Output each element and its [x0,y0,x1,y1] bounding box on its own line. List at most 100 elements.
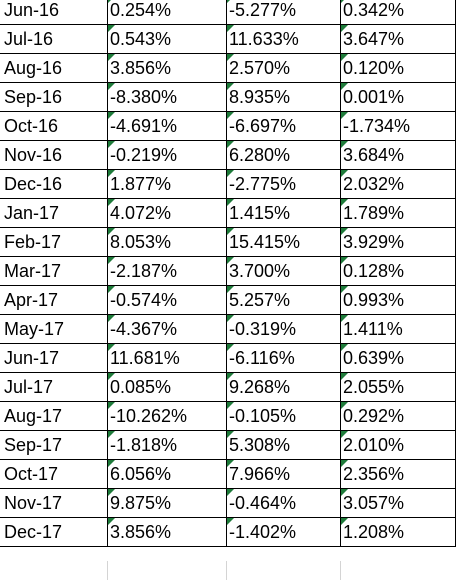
month-cell[interactable]: Nov-17 [0,489,107,518]
table-row: Aug-16 3.856% 2.570% 0.120% [0,54,456,83]
value-cell-col-3[interactable]: -1.734% [340,112,456,141]
value-cell-col-3[interactable]: 3.684% [340,141,456,170]
empty-cell-divider [340,561,341,580]
text-number-indicator-icon [341,518,348,525]
value-cell-col-1[interactable]: 1.877% [107,170,226,199]
value-cell-col-3[interactable]: 1.411% [340,315,456,344]
value-cell-col-2[interactable]: 3.700% [226,257,340,286]
text-number-indicator-icon [341,112,348,119]
value-cell-col-1[interactable]: 8.053% [107,228,226,257]
month-cell[interactable]: Apr-17 [0,286,107,315]
value-cell-col-3[interactable]: 1.789% [340,199,456,228]
value-cell-col-1[interactable]: 3.856% [107,518,226,547]
value-cell-col-3[interactable]: 3.647% [340,25,456,54]
value-cell-col-2[interactable]: -0.464% [226,489,340,518]
month-cell[interactable]: Jul-17 [0,373,107,402]
text-number-indicator-icon [108,315,115,322]
value-cell-col-3[interactable]: 2.055% [340,373,456,402]
value-cell-col-1[interactable]: 3.856% [107,54,226,83]
value-cell-col-2[interactable]: 5.308% [226,431,340,460]
value-cell-col-1[interactable]: -2.187% [107,257,226,286]
text-number-indicator-icon [341,315,348,322]
month-cell[interactable]: May-17 [0,315,107,344]
month-cell[interactable]: Aug-17 [0,402,107,431]
value-cell-col-2[interactable]: -1.402% [226,518,340,547]
value-cell-col-2[interactable]: 9.268% [226,373,340,402]
value-cell-col-2[interactable]: -2.775% [226,170,340,199]
text-number-indicator-icon [341,83,348,90]
month-cell[interactable]: Aug-16 [0,54,107,83]
month-cell[interactable]: Jan-17 [0,199,107,228]
value-cell-col-3[interactable]: 2.010% [340,431,456,460]
value-cell-col-2[interactable]: -6.697% [226,112,340,141]
value-cell-col-1[interactable]: -10.262% [107,402,226,431]
table-row: Jul-17 0.085% 9.268% 2.055% [0,373,456,402]
month-cell[interactable]: Sep-17 [0,431,107,460]
table-row: Nov-16 -0.219% 6.280% 3.684% [0,141,456,170]
text-number-indicator-icon [108,518,115,525]
month-cell[interactable]: Oct-17 [0,460,107,489]
value-cell-col-2[interactable]: -6.116% [226,344,340,373]
value-cell-col-1[interactable]: -8.380% [107,83,226,112]
value-cell-col-1[interactable]: -0.574% [107,286,226,315]
text-number-indicator-icon [108,257,115,264]
value-cell-col-2[interactable]: 5.257% [226,286,340,315]
value-cell-col-1[interactable]: -1.818% [107,431,226,460]
value-cell-col-1[interactable]: -4.691% [107,112,226,141]
month-cell[interactable]: Jul-16 [0,25,107,54]
text-number-indicator-icon [341,373,348,380]
value-cell-col-1[interactable]: 9.875% [107,489,226,518]
value-cell-col-3[interactable]: 0.342% [340,0,456,25]
value-cell-col-3[interactable]: 3.057% [340,489,456,518]
value-cell-col-3[interactable]: 0.292% [340,402,456,431]
value-cell-col-2[interactable]: 1.415% [226,199,340,228]
month-cell[interactable]: Jun-16 [0,0,107,25]
value-cell-col-3[interactable]: 0.993% [340,286,456,315]
month-cell[interactable]: Dec-16 [0,170,107,199]
month-cell[interactable]: Oct-16 [0,112,107,141]
value-cell-col-3[interactable]: 0.001% [340,83,456,112]
table-row: Dec-17 3.856% -1.402% 1.208% [0,518,456,547]
value-cell-col-3[interactable]: 2.032% [340,170,456,199]
value-cell-col-2[interactable]: -5.277% [226,0,340,25]
value-cell-col-1[interactable]: 0.254% [107,0,226,25]
value-cell-col-1[interactable]: 11.681% [107,344,226,373]
value-cell-col-3[interactable]: 2.356% [340,460,456,489]
value-cell-col-2[interactable]: -0.105% [226,402,340,431]
text-number-indicator-icon [108,373,115,380]
month-cell[interactable]: Jun-17 [0,344,107,373]
month-cell[interactable]: Sep-16 [0,83,107,112]
month-cell[interactable]: Nov-16 [0,141,107,170]
value-cell-col-2[interactable]: 6.280% [226,141,340,170]
text-number-indicator-icon [341,228,348,235]
text-number-indicator-icon [227,373,234,380]
value-cell-col-2[interactable]: 8.935% [226,83,340,112]
value-cell-col-3[interactable]: 1.208% [340,518,456,547]
value-cell-col-2[interactable]: -0.319% [226,315,340,344]
value-cell-col-1[interactable]: -4.367% [107,315,226,344]
text-number-indicator-icon [227,141,234,148]
table-row: Feb-17 8.053% 15.415% 3.929% [0,228,456,257]
value-cell-col-2[interactable]: 7.966% [226,460,340,489]
value-cell-col-1[interactable]: 6.056% [107,460,226,489]
value-cell-col-2[interactable]: 2.570% [226,54,340,83]
month-cell[interactable]: Dec-17 [0,518,107,547]
table-row: Nov-17 9.875% -0.464% 3.057% [0,489,456,518]
value-cell-col-3[interactable]: 3.929% [340,228,456,257]
value-cell-col-1[interactable]: -0.219% [107,141,226,170]
table-row: Oct-16 -4.691% -6.697% -1.734% [0,112,456,141]
text-number-indicator-icon [227,199,234,206]
value-cell-col-2[interactable]: 11.633% [226,25,340,54]
text-number-indicator-icon [108,0,115,3]
value-cell-col-1[interactable]: 0.543% [107,25,226,54]
value-cell-col-1[interactable]: 4.072% [107,199,226,228]
value-cell-col-3[interactable]: 0.639% [340,344,456,373]
value-cell-col-1[interactable]: 0.085% [107,373,226,402]
value-cell-col-3[interactable]: 0.128% [340,257,456,286]
month-cell[interactable]: Feb-17 [0,228,107,257]
value-cell-col-2[interactable]: 15.415% [226,228,340,257]
text-number-indicator-icon [108,199,115,206]
value-cell-col-3[interactable]: 0.120% [340,54,456,83]
table-row: Dec-16 1.877% -2.775% 2.032% [0,170,456,199]
month-cell[interactable]: Mar-17 [0,257,107,286]
